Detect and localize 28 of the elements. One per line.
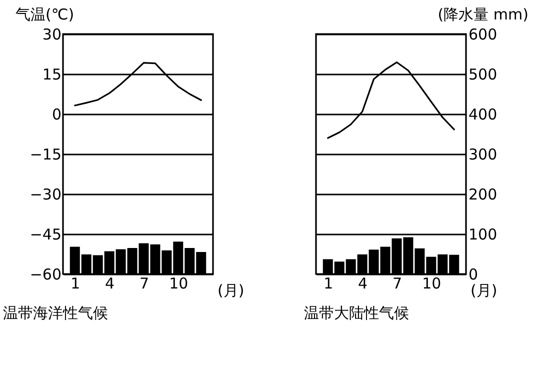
x-tick-label: 4	[358, 274, 368, 292]
y2-axis-title: (降水量 mm)	[438, 6, 528, 24]
y2-tick-label: 400	[468, 106, 498, 124]
y2-tick-label: 0	[468, 266, 478, 284]
x-tick-label: 10	[169, 274, 188, 292]
y2-tick-label: 200	[468, 186, 498, 204]
y2-tick-label: 600	[468, 26, 498, 44]
y-tick-label: −45	[30, 226, 62, 244]
text: 温带海洋性气候	[3, 304, 108, 322]
y-tick-label: 30	[42, 26, 62, 44]
y-axis-title: 气温(℃)	[16, 6, 74, 24]
x-axis-title: (月)	[470, 282, 498, 300]
y-tick-label: −15	[30, 146, 62, 164]
x-tick-label: 4	[105, 274, 115, 292]
x-tick-label: 1	[70, 274, 80, 292]
x-axis-title: (月)	[218, 282, 244, 300]
y2-tick-label: 500	[468, 66, 498, 84]
y2-tick-label: 100	[468, 226, 498, 244]
y2-tick-label: 300	[468, 146, 498, 164]
x-tick-label: 1	[324, 274, 334, 292]
x-tick-label: 7	[392, 274, 402, 292]
y-tick-label: −60	[30, 266, 62, 284]
y-tick-label: 0	[52, 106, 62, 124]
text: 温带大陆性气候	[304, 304, 409, 322]
y-tick-label: 15	[42, 66, 62, 84]
x-tick-label: 10	[422, 274, 442, 292]
x-tick-label: 7	[139, 274, 150, 292]
y-tick-label: −30	[30, 186, 62, 204]
